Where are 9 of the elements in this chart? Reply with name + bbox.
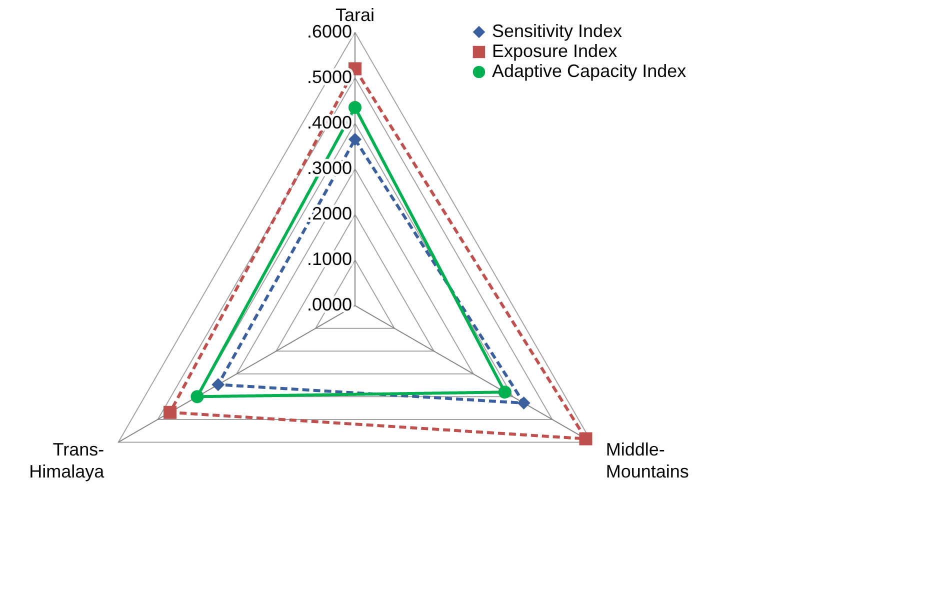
legend-label: Exposure Index bbox=[492, 41, 618, 61]
spoke-label: Trans- Himalaya bbox=[29, 439, 106, 482]
y-tick-label: .1000 bbox=[306, 249, 352, 270]
y-tick-label: .5000 bbox=[306, 66, 352, 87]
legend-label: Adaptive Capacity Index bbox=[492, 61, 686, 81]
spoke-label: Middle- Mountains bbox=[606, 439, 689, 482]
legend-label: Sensitivity Index bbox=[492, 21, 622, 41]
y-tick-label: .0000 bbox=[306, 294, 352, 315]
y-tick-label: .2000 bbox=[306, 203, 352, 224]
